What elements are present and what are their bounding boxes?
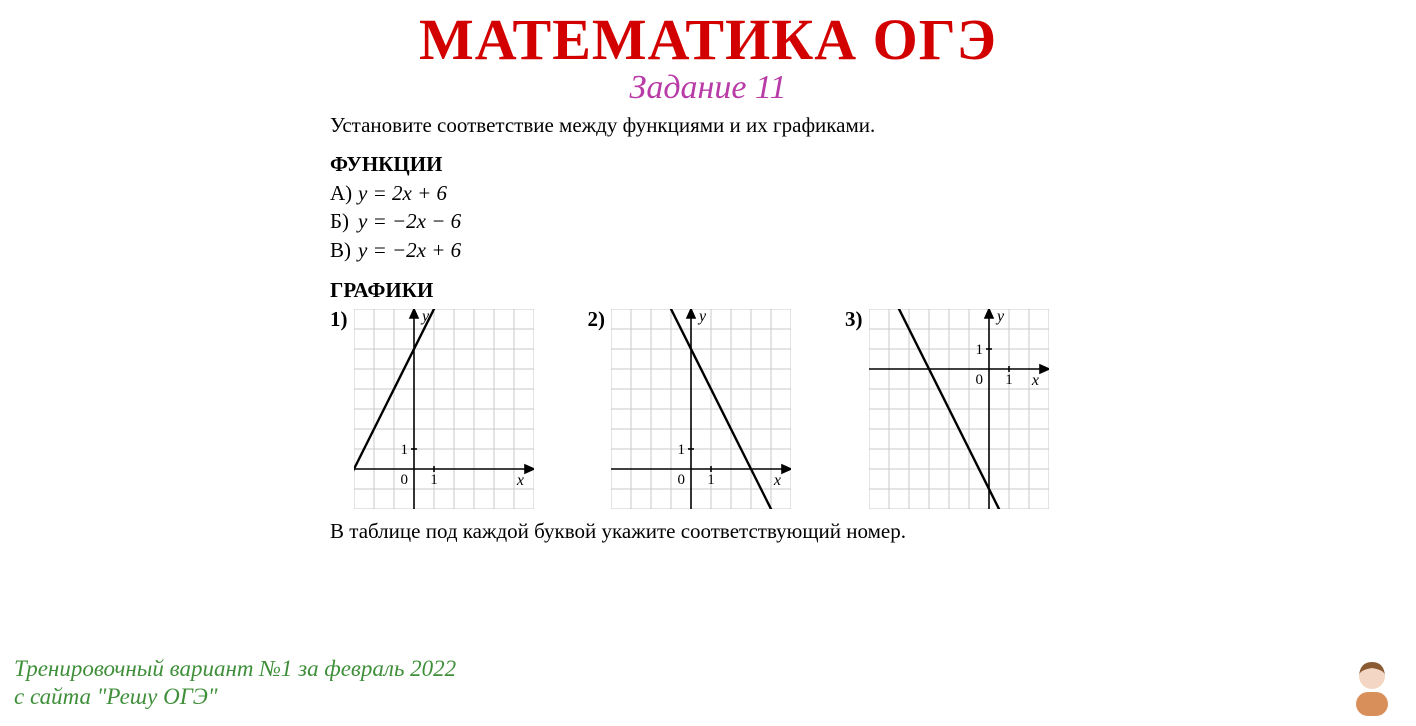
svg-text:x: x [515,472,523,489]
svg-text:0: 0 [678,472,686,488]
svg-text:1: 1 [400,442,408,458]
function-item: В) y = −2x + 6 [330,236,1416,264]
avatar-image [1340,652,1404,716]
graphs-heading: ГРАФИКИ [330,278,1416,303]
footer-line-2: с сайта "Решу ОГЭ" [14,683,456,712]
function-letter: В) [330,236,358,264]
svg-text:1: 1 [975,342,983,358]
svg-text:0: 0 [975,372,983,388]
graph-plot: x y 0 1 1 [869,309,1049,509]
svg-text:x: x [773,472,781,489]
graph-plot: xy011 [354,309,534,509]
final-note: В таблице под каждой буквой укажите соот… [330,519,1416,544]
svg-text:1: 1 [430,472,438,488]
function-letter: Б) [330,207,358,235]
svg-text:1: 1 [1005,372,1013,388]
svg-text:y: y [995,309,1005,325]
footer-line-1: Тренировочный вариант №1 за февраль 2022 [14,655,456,684]
svg-text:0: 0 [400,472,408,488]
function-item: Б) y = −2x − 6 [330,207,1416,235]
footer-text: Тренировочный вариант №1 за февраль 2022… [14,655,456,713]
graph-number: 3) [845,307,863,332]
instruction-text: Установите соответствие между функциями … [330,113,1416,138]
function-equation: y = −2x + 6 [358,236,461,264]
graph-block: 3) x y 0 1 1 [845,309,1049,509]
svg-text:y: y [697,309,707,325]
functions-list: А) y = 2x + 6 Б) y = −2x − 6 В) y = −2x … [330,179,1416,264]
content-area: Установите соответствие между функциями … [330,113,1416,544]
function-equation: y = 2x + 6 [358,179,447,207]
page-subtitle: Задание 11 [0,69,1416,107]
svg-text:x: x [1030,372,1038,389]
graph-number: 2) [588,307,606,332]
graph-plot: x y 0 1 1 [611,309,791,509]
graphs-row: 1)xy0112)xy0113)xy011 [330,309,1416,509]
svg-text:1: 1 [678,442,686,458]
svg-text:1: 1 [707,472,715,488]
graph-block: 2) x y 0 1 1 [588,309,792,509]
function-item: А) y = 2x + 6 [330,179,1416,207]
graph-number: 1) [330,307,348,332]
page-title: МАТЕМАТИКА ОГЭ [0,6,1416,73]
functions-heading: ФУНКЦИИ [330,152,1416,177]
graph-block: 1)xy011 [330,309,534,509]
function-letter: А) [330,179,358,207]
function-equation: y = −2x − 6 [358,207,461,235]
